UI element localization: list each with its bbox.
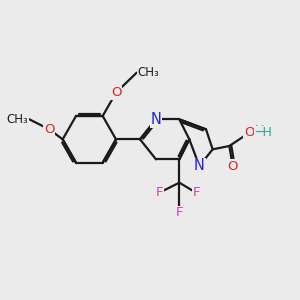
Text: CH₃: CH₃ xyxy=(7,113,28,126)
Text: N: N xyxy=(194,158,205,173)
Text: O: O xyxy=(227,160,238,172)
Text: O: O xyxy=(244,126,255,139)
Text: F: F xyxy=(192,186,200,199)
Text: N: N xyxy=(151,112,161,127)
Text: F: F xyxy=(176,206,183,219)
Text: H: H xyxy=(254,124,264,137)
Text: CH₃: CH₃ xyxy=(138,66,159,79)
Text: ─H: ─H xyxy=(255,126,272,139)
Text: F: F xyxy=(156,186,163,199)
Text: O: O xyxy=(111,86,121,99)
Text: O: O xyxy=(44,123,55,136)
